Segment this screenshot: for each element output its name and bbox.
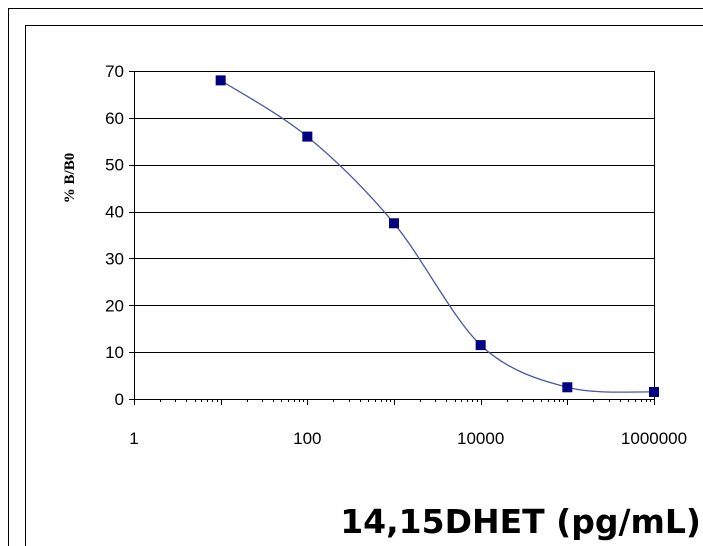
data-point <box>302 131 313 142</box>
x-axis-label: 14,15DHET (pg/mL) <box>340 502 701 541</box>
y-tick-label: 60 <box>105 109 124 128</box>
x-tick-label: 100 <box>293 429 321 448</box>
data-point <box>215 75 226 86</box>
x-tick-label: 1000000 <box>621 429 687 448</box>
y-tick-label: 10 <box>105 343 124 362</box>
data-point <box>562 382 573 393</box>
y-tick-label: 40 <box>105 203 124 222</box>
y-tick-label: 0 <box>115 390 124 409</box>
data-point <box>475 340 486 351</box>
gridlines <box>134 71 654 400</box>
tick-marks <box>129 71 655 405</box>
x-tick-label: 10000 <box>457 429 504 448</box>
y-tick-labels: 0 10 20 30 40 50 60 70 <box>105 62 124 409</box>
series <box>215 75 659 397</box>
plot-area <box>134 71 655 400</box>
data-point <box>649 386 659 397</box>
y-tick-label: 30 <box>105 249 124 268</box>
y-tick-label: 70 <box>105 62 124 81</box>
y-tick-label: 50 <box>105 156 124 175</box>
x-tick-labels: 1 100 10000 1000000 <box>129 429 687 448</box>
inner-frame <box>25 25 703 546</box>
x-tick-label: 1 <box>129 429 138 448</box>
data-point <box>389 218 399 229</box>
y-tick-label: 20 <box>105 296 124 315</box>
series-line <box>220 79 655 393</box>
outer-border <box>8 8 703 546</box>
y-axis-label: % B/B0 <box>62 153 78 203</box>
